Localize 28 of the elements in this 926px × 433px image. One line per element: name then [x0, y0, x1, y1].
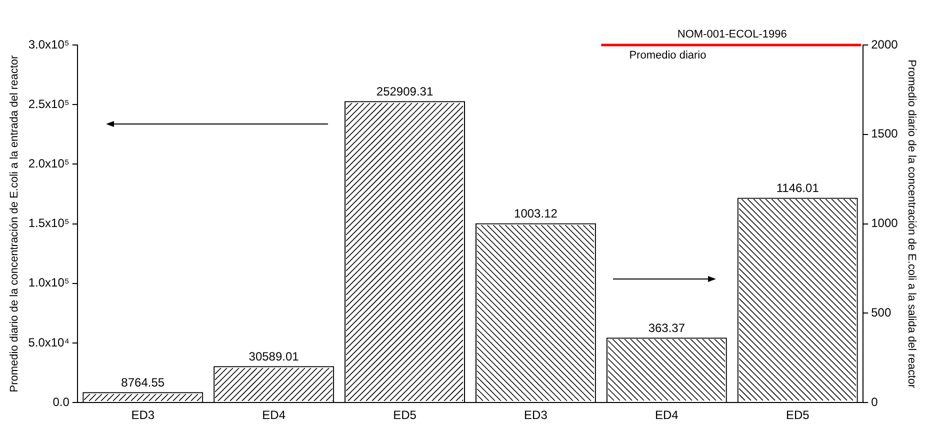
y2-tick-label: 0: [871, 394, 878, 409]
y2-tick-label: 2000: [871, 37, 898, 52]
data-label: 363.37: [648, 320, 686, 335]
ref-line-label: NOM-001-ECOL-1996: [677, 28, 787, 41]
y-tick-label: 2.5x10⁵: [28, 96, 70, 111]
data-label: 252909.31: [376, 84, 434, 98]
y2-tick-label: 1500: [871, 126, 898, 141]
data-label: 1146.01: [776, 181, 820, 196]
y-axis-title: Promedio diario de la concentración de E.coli a la entrada del reactor: [8, 55, 21, 392]
y-tick-label: 3.0x10⁵: [28, 37, 70, 52]
x-tick-label: ED5: [786, 408, 810, 422]
y-tick-label: 1.0x10⁵: [28, 276, 70, 290]
x-tick-label: ED5: [393, 408, 417, 422]
x-tick-label: ED3: [524, 408, 548, 422]
y2-tick-label: 500: [871, 306, 892, 320]
y-tick-label: 5.0x10⁴: [28, 335, 70, 350]
y2-axis-title: Promedio diario de la concentración de E.coli a la salida del reactor: [905, 60, 918, 388]
y2-tick-label: 1000: [871, 216, 898, 230]
y-tick-label: 1.5x10⁵: [28, 216, 70, 230]
data-label: 30589.01: [248, 349, 300, 364]
data-label: 8764.55: [121, 375, 165, 390]
y-tick-label: 2.0x10⁵: [28, 156, 70, 171]
annotation: Promedio diario: [629, 50, 706, 62]
data-label: 1003.12: [514, 206, 558, 221]
x-tick-label: ED4: [655, 408, 679, 422]
x-tick-label: ED3: [131, 408, 155, 422]
y-tick-label: 0.0: [52, 394, 70, 409]
x-tick-label: ED4: [262, 408, 286, 422]
